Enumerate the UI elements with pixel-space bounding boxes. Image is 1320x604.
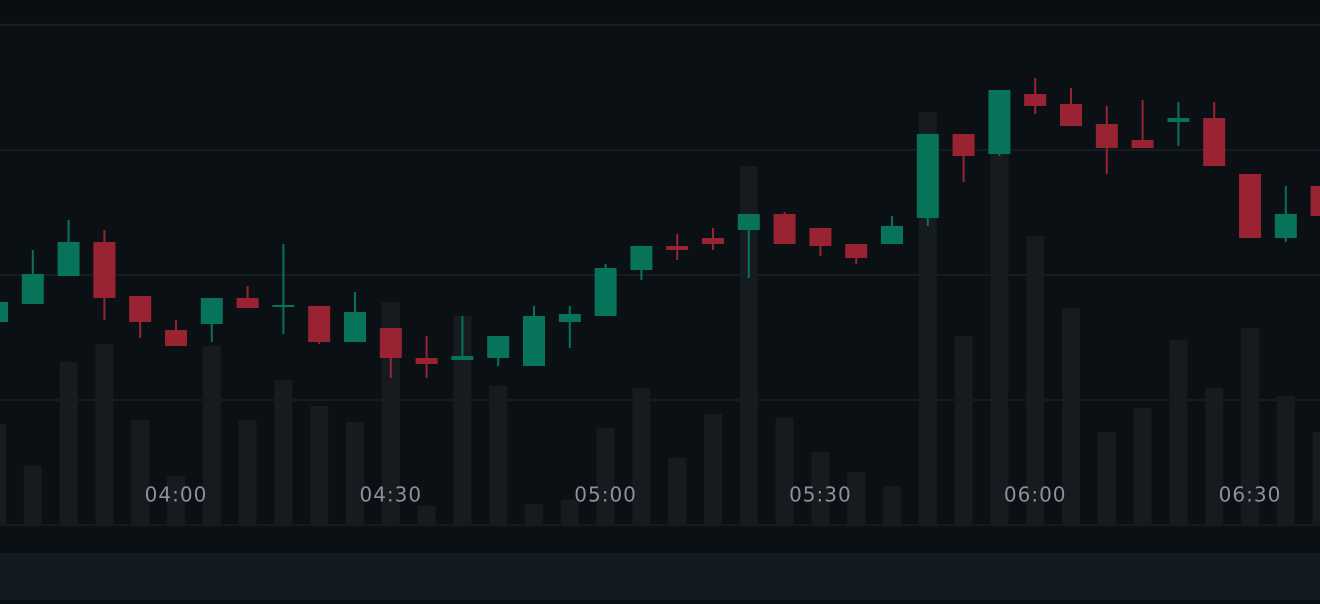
volume-bar bbox=[954, 336, 973, 525]
candle-body bbox=[129, 296, 152, 322]
candle-body bbox=[1167, 118, 1190, 122]
volume-bar bbox=[847, 472, 866, 525]
volume-bar bbox=[453, 316, 472, 525]
candle-body bbox=[630, 246, 653, 270]
volume-bar bbox=[668, 458, 687, 525]
volume-bar bbox=[417, 506, 436, 525]
volume-bar bbox=[59, 362, 78, 525]
candle-body bbox=[93, 242, 116, 298]
x-tick-label: 05:30 bbox=[789, 483, 852, 507]
volume-bar bbox=[346, 422, 364, 525]
volume-bar bbox=[1312, 432, 1320, 525]
candle-body bbox=[1310, 186, 1320, 216]
top-strip bbox=[0, 0, 1320, 22]
volume-bar bbox=[596, 428, 615, 525]
volume-bar bbox=[739, 166, 758, 525]
volume-bar bbox=[990, 150, 1009, 525]
candle-body bbox=[952, 134, 975, 156]
candle-body bbox=[988, 90, 1011, 154]
candle-body bbox=[165, 330, 187, 346]
volume-bar bbox=[238, 420, 257, 525]
volume-bar bbox=[23, 466, 42, 525]
candle-body bbox=[1203, 118, 1226, 166]
volume-bar bbox=[560, 500, 579, 525]
candle-body bbox=[451, 356, 474, 360]
candle-body bbox=[523, 316, 545, 366]
candle-body bbox=[881, 226, 903, 244]
volume-bar bbox=[811, 452, 830, 525]
volume-bar bbox=[632, 388, 651, 525]
candle-body bbox=[57, 242, 80, 276]
candle-body bbox=[415, 358, 438, 364]
volume-bar bbox=[202, 346, 221, 525]
x-tick-label: 05:00 bbox=[574, 483, 637, 507]
volume-bar bbox=[775, 418, 794, 525]
volume-bar bbox=[1205, 388, 1224, 525]
volume-bar bbox=[525, 504, 543, 525]
candle-body bbox=[1095, 124, 1118, 148]
volume-bar bbox=[95, 344, 114, 525]
volume-bar bbox=[489, 386, 508, 525]
candle-body bbox=[666, 246, 689, 250]
volume-bar bbox=[704, 414, 722, 525]
volume-bar bbox=[310, 406, 329, 525]
candle-body bbox=[594, 268, 617, 316]
candle-body bbox=[200, 298, 223, 324]
candle-body bbox=[344, 312, 366, 342]
candle-body bbox=[1274, 214, 1297, 238]
candle-body bbox=[737, 214, 760, 230]
candle-body bbox=[272, 305, 295, 307]
candle-body bbox=[236, 298, 259, 308]
volume-bar bbox=[131, 420, 150, 525]
candle-body bbox=[1024, 94, 1047, 106]
x-tick-label: 04:30 bbox=[359, 483, 422, 507]
x-tick-label: 06:00 bbox=[1004, 483, 1067, 507]
candle-body bbox=[487, 336, 510, 358]
candle-body bbox=[702, 238, 724, 244]
candle-body bbox=[379, 328, 402, 358]
bottom-strip bbox=[0, 553, 1320, 600]
volume-bar bbox=[1276, 396, 1295, 525]
volume-bar bbox=[1026, 236, 1045, 525]
volume-bar bbox=[1241, 328, 1259, 525]
candle-body bbox=[1060, 104, 1082, 126]
candle-body bbox=[558, 314, 581, 322]
volume-bar bbox=[883, 486, 901, 525]
volume-bar bbox=[0, 424, 6, 525]
volume-bar bbox=[1169, 340, 1188, 525]
candle-body bbox=[21, 274, 44, 304]
candle-body bbox=[0, 302, 8, 322]
candle-body bbox=[773, 214, 796, 244]
candle-body bbox=[809, 228, 832, 246]
candle-body bbox=[1131, 140, 1154, 148]
candle-body bbox=[916, 134, 939, 218]
candle-body bbox=[308, 306, 331, 342]
candle-body bbox=[845, 244, 868, 258]
x-tick-label: 04:00 bbox=[145, 483, 208, 507]
volume-bar bbox=[167, 476, 185, 525]
volume-bar bbox=[1097, 432, 1116, 525]
candle-body bbox=[1239, 174, 1261, 238]
x-tick-label: 06:30 bbox=[1219, 483, 1282, 507]
volume-bar bbox=[1062, 308, 1080, 525]
volume-bar bbox=[1133, 408, 1152, 525]
volume-bar bbox=[274, 380, 293, 525]
